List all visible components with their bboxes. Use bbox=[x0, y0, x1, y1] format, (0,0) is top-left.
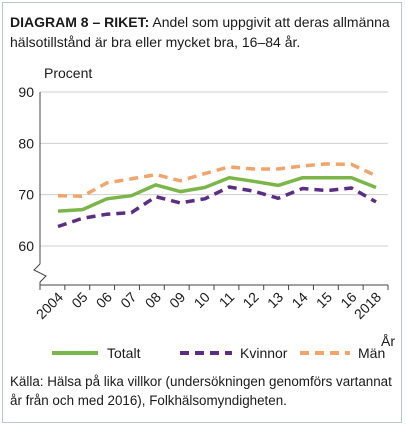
y-axis-title: Procent bbox=[44, 65, 92, 81]
x-tick-label: 14 bbox=[288, 289, 310, 311]
chart-source: Källa: Hälsa på lika villkor (undersökni… bbox=[10, 374, 392, 408]
series-layer bbox=[57, 162, 377, 229]
x-tick-label: 10 bbox=[191, 289, 213, 311]
chart-title-label: DIAGRAM 8 – RIKET: bbox=[10, 14, 150, 30]
x-tick-label: 2018 bbox=[351, 289, 384, 322]
legend-label: Män bbox=[358, 345, 385, 361]
x-tick-label: 12 bbox=[239, 289, 261, 311]
x-axis-title: År bbox=[381, 333, 395, 349]
y-tick-label: 90 bbox=[18, 84, 34, 100]
y-tick-label: 70 bbox=[18, 187, 34, 203]
y-axis-break bbox=[33, 263, 47, 283]
legend-layer: Totalt Kvinnor Män bbox=[52, 345, 385, 361]
x-tick-label: 11 bbox=[216, 289, 238, 311]
legend-label: Totalt bbox=[107, 345, 141, 361]
x-tick-label: 2004 bbox=[33, 289, 66, 322]
chart-title: DIAGRAM 8 – RIKET: Andel som uppgivit at… bbox=[10, 12, 394, 52]
series-line-kvinnor bbox=[57, 185, 377, 229]
chart-title-text: Andel som uppgivit att deras allmänna hä… bbox=[10, 14, 390, 50]
legend-label: Kvinnor bbox=[240, 345, 288, 361]
y-tick-label: 80 bbox=[18, 135, 34, 151]
series-line-totalt bbox=[57, 175, 377, 213]
x-tick-label: 13 bbox=[264, 289, 286, 311]
x-tick-label: 09 bbox=[166, 289, 188, 311]
x-tick-label: 05 bbox=[68, 289, 90, 311]
axis-layer: Procent 60 70 80 90 2004 05 06 07 08 09 10 11 12 13 14 1… bbox=[18, 65, 395, 349]
x-tick-label: 07 bbox=[117, 289, 139, 311]
x-tick-label: 06 bbox=[93, 289, 115, 311]
x-tick-label: 15 bbox=[313, 289, 335, 311]
series-line-man bbox=[57, 162, 377, 198]
x-tick-label: 08 bbox=[142, 289, 164, 311]
y-tick-label: 60 bbox=[18, 238, 34, 254]
grid-layer bbox=[40, 91, 388, 247]
